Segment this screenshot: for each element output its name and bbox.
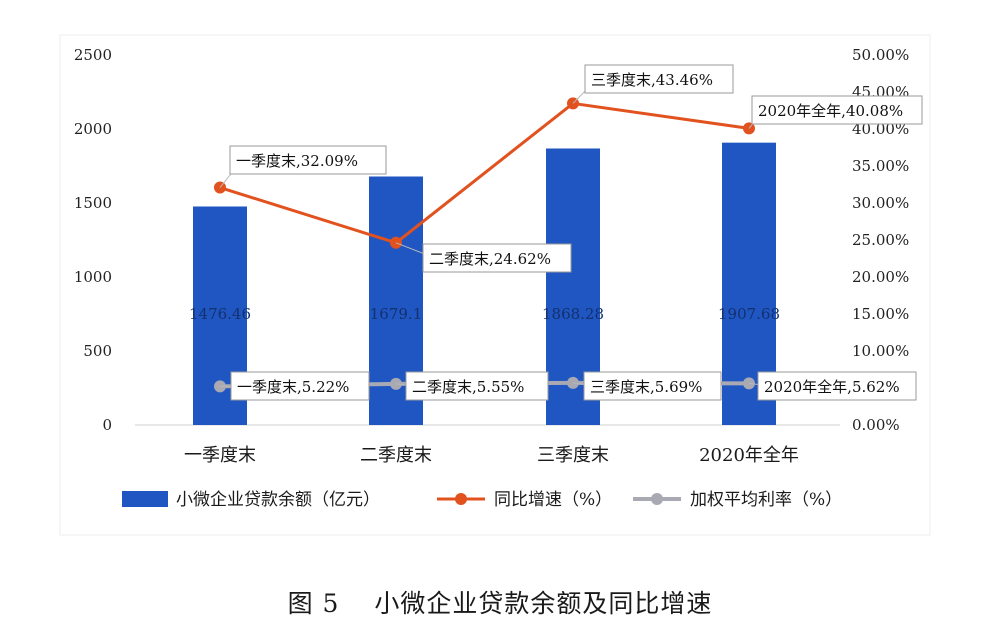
x-category-label: 二季度末 xyxy=(360,445,432,466)
left-axis-tick-label: 1000 xyxy=(74,268,112,286)
rate-data-label-box xyxy=(230,371,370,401)
left-axis-tick-label: 0 xyxy=(102,416,112,434)
x-category-label: 2020年全年 xyxy=(699,445,799,466)
growth-data-label: 二季度末,24.62% xyxy=(429,250,551,268)
left-axis-tick-label: 2500 xyxy=(74,46,112,64)
bar-value-label: 1476.46 xyxy=(189,305,251,323)
bar-value-label: 1868.28 xyxy=(542,305,604,323)
bar-value-label: 1679.1 xyxy=(370,305,423,323)
combo-chart: 050010001500200025000.00%5.00%10.00%15.0… xyxy=(59,34,931,536)
growth-data-label-box xyxy=(584,64,734,94)
rate-data-label: 三季度末,5.69% xyxy=(590,378,702,396)
growth-data-label: 三季度末,43.46% xyxy=(591,71,713,89)
growth-data-label-box xyxy=(422,243,572,273)
legend-label: 加权平均利率（%） xyxy=(690,490,842,510)
left-axis-tick-label: 2000 xyxy=(74,120,112,138)
legend-label: 小微企业贷款余额（亿元） xyxy=(176,490,380,510)
growth-data-label: 2020年全年,40.08% xyxy=(758,102,903,120)
x-category-label: 一季度末 xyxy=(184,445,256,466)
right-axis-tick-label: 25.00% xyxy=(852,231,909,249)
left-axis-tick-label: 1500 xyxy=(74,194,112,212)
rate-data-label-box xyxy=(583,371,722,401)
legend-label: 同比增速（%） xyxy=(494,490,612,510)
left-axis-tick-label: 500 xyxy=(83,342,112,360)
legend-swatch-marker xyxy=(651,493,663,505)
right-axis-tick-label: 15.00% xyxy=(852,305,909,323)
rate-data-label-box xyxy=(757,371,917,401)
rate-data-label: 2020年全年,5.62% xyxy=(764,378,900,396)
growth-data-label-box xyxy=(229,145,387,175)
growth-data-label: 一季度末,32.09% xyxy=(236,152,358,170)
right-axis-tick-label: 0.00% xyxy=(852,416,900,434)
right-axis-tick-label: 10.00% xyxy=(852,342,909,360)
right-axis-tick-label: 20.00% xyxy=(852,268,909,286)
rate-data-label: 二季度末,5.55% xyxy=(412,378,524,396)
rate-data-label-box xyxy=(405,371,549,401)
right-axis-tick-label: 30.00% xyxy=(852,194,909,212)
growth-data-label-box xyxy=(751,95,923,125)
growth-series-line xyxy=(219,101,750,245)
right-axis-tick-label: 50.00% xyxy=(852,46,909,64)
x-category-label: 三季度末 xyxy=(537,445,609,466)
figure-caption: 图 5 小微企业贷款余额及同比增速 xyxy=(287,589,713,618)
right-axis-tick-label: 35.00% xyxy=(852,157,909,175)
legend-swatch-bar xyxy=(122,491,168,507)
chart-frame xyxy=(59,34,931,536)
rate-data-label: 一季度末,5.22% xyxy=(237,378,349,396)
legend-swatch-marker xyxy=(455,493,467,505)
bar-value-label: 1907.68 xyxy=(718,305,780,323)
